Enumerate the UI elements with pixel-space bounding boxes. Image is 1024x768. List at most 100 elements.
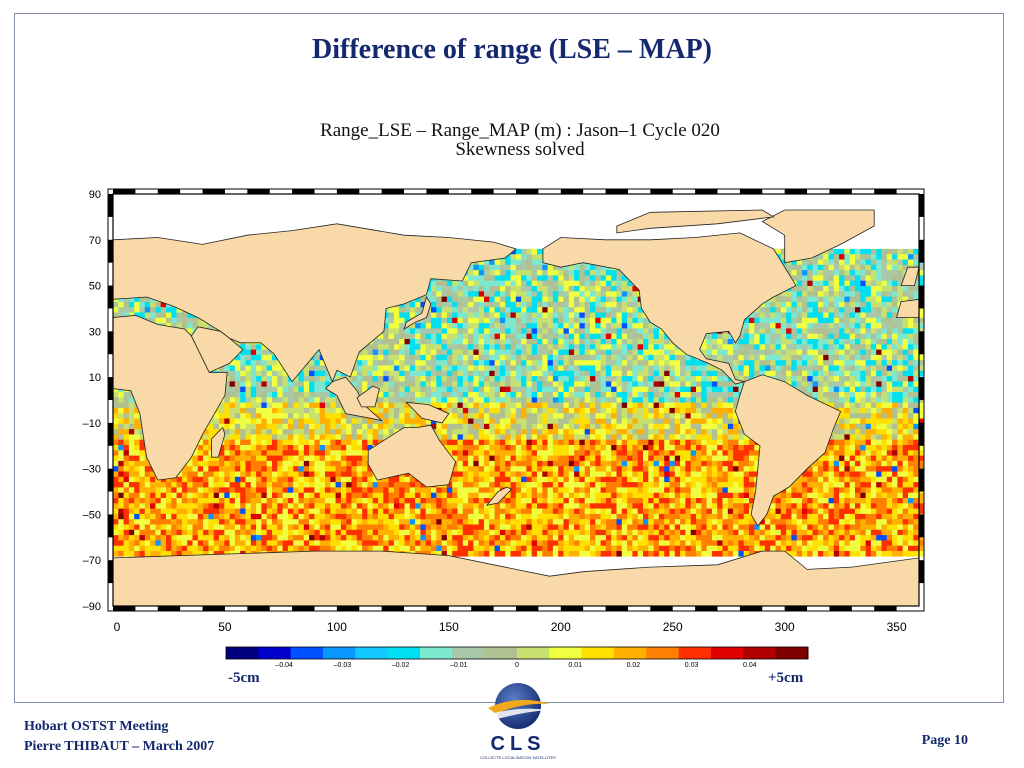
colorbar-swatch [452,647,486,659]
colorbar-swatch [420,647,453,659]
colorbar-swatch [484,647,518,659]
footer-meeting-info: Hobart OSTST Meeting Pierre THIBAUT – Ma… [24,717,214,757]
land-europe-asia [112,223,517,383]
land-south-america [734,374,842,527]
frame-tick-right [919,194,924,217]
colorbar-swatch [323,647,356,659]
frame-tick-top [829,189,852,194]
footer-meeting: Hobart OSTST Meeting [24,719,169,734]
frame-tick-top [292,189,315,194]
lat-tick-label: –30 [83,464,101,476]
frame-tick-bottom [247,606,270,611]
land-arabia [190,326,244,374]
lon-tick-label: 300 [775,620,795,634]
frame-tick-top [471,189,494,194]
frame-tick-left [108,377,113,400]
frame-tick-bottom [471,606,494,611]
frame-tick-bottom [292,606,315,611]
colorbar-swatch [549,647,583,659]
frame-tick-bottom [560,606,584,611]
lon-tick-label: 50 [218,620,232,634]
frame-tick-top [695,189,718,194]
frame-tick-bottom [202,606,225,611]
frame-tick-right [919,239,924,263]
land-australia [367,424,457,488]
figure-title: Range_LSE – Range_MAP (m) : Jason–1 Cycl… [290,121,750,159]
lat-tick-label: –50 [83,509,101,521]
frame-tick-top [247,189,270,194]
figure-title-line1: Range_LSE – Range_MAP (m) : Jason–1 Cycl… [320,120,720,141]
colorbar-max-label: +5cm [768,670,804,686]
colorbar-tick-label: –0.01 [450,662,468,669]
land-africa [112,314,228,481]
colorbar-swatch [258,647,292,659]
frame-tick-left [108,285,113,309]
lat-tick-label: –70 [83,555,101,567]
lon-tick-label: 350 [887,620,907,634]
frame-tick-left [108,422,113,446]
frame-tick-bottom [157,606,181,611]
frame-tick-right [919,331,924,355]
page-number: Page 10 [921,733,968,748]
land-arctic-islands [616,209,775,234]
colorbar-border [225,646,809,660]
lon-tick-label: 250 [663,620,683,634]
frame-tick-right [919,285,924,309]
lat-tick-label: 70 [89,235,101,247]
lon-tick-label: 100 [327,620,347,634]
frame-tick-left [108,239,113,263]
colorbar-tick-label: 0.04 [743,662,757,669]
frame-tick-right [919,560,924,584]
lat-tick-label: 30 [89,326,101,338]
frame-tick-left [108,514,113,538]
land-greenland [761,209,875,264]
colorbar-swatch [226,647,259,659]
colorbar-swatch [614,647,647,659]
frame-tick-bottom [605,606,628,611]
frame-tick-left [108,560,113,584]
frame-tick-left [108,468,113,492]
lon-tick-label: 200 [551,620,571,634]
frame-tick-bottom [695,606,718,611]
colorbar-tick-label: –0.03 [334,662,352,669]
colorbar-swatch [387,647,421,659]
colorbar-swatch [581,647,615,659]
colorbar-swatch [711,647,744,659]
frame-tick-right [919,468,924,492]
figure-title-line2: Skewness solved [455,139,585,160]
frame-tick-top [157,189,181,194]
frame-tick-top [336,189,360,194]
frame-tick-bottom [829,606,852,611]
land-nz [485,486,513,506]
frame-tick-bottom [739,606,763,611]
land-borneo [356,385,380,408]
frame-tick-bottom [381,606,405,611]
frame-tick-left [108,331,113,355]
colorbar-tick-label: 0.03 [685,662,699,669]
slide-title: Difference of range (LSE – MAP) [312,34,712,65]
colorbar-swatch [517,647,550,659]
footer-author: Pierre THIBAUT – March 2007 [24,739,215,754]
frame-tick-bottom [874,606,897,611]
land-north-america [542,232,797,385]
lat-tick-label: 50 [89,281,101,293]
frame-tick-left [108,194,113,217]
lat-tick-label: –10 [83,418,101,430]
frame-tick-top [650,189,673,194]
frame-tick-right [919,514,924,538]
colorbar-swatch [743,647,777,659]
frame-tick-bottom [426,606,449,611]
frame-tick-top [605,189,628,194]
frame-tick-top [381,189,405,194]
frame-tick-top [560,189,584,194]
frame-tick-bottom [336,606,360,611]
colorbar-tick-label: –0.04 [275,662,293,669]
frame-tick-top [113,189,136,194]
frame-tick-top [202,189,225,194]
lat-tick-label: –90 [83,601,101,613]
colorbar-swatch [678,647,712,659]
lat-tick-label: 90 [89,189,101,201]
frame-tick-top [784,189,808,194]
lon-tick-label: 0 [114,620,121,634]
